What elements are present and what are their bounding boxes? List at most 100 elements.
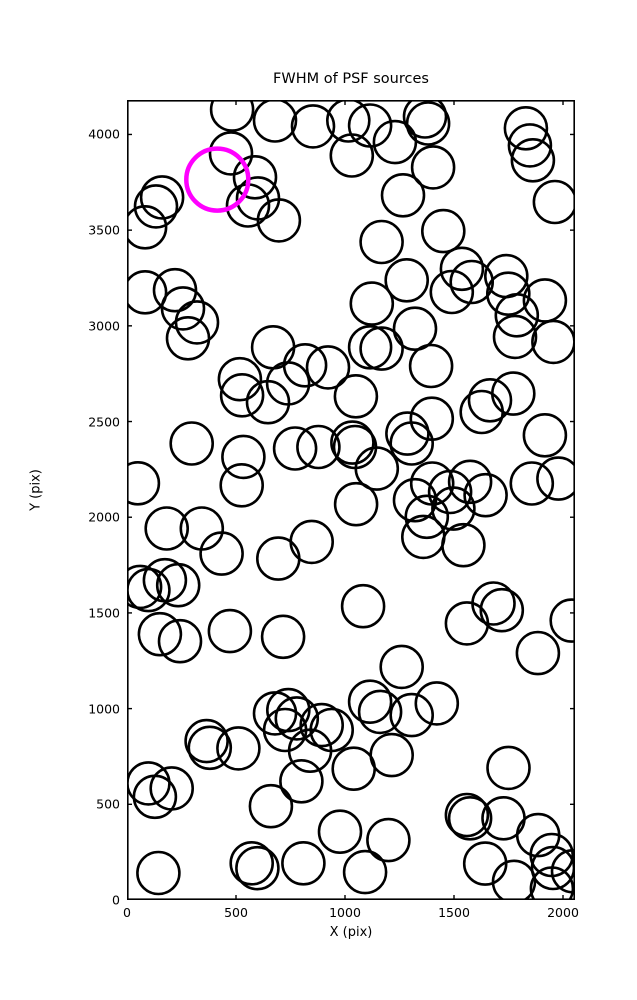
- chart-title: FWHM of PSF sources: [273, 71, 429, 87]
- psf-sources-marker: [347, 325, 393, 370]
- psf-sources-marker: [331, 746, 376, 792]
- y-tick-label: 1000: [88, 701, 120, 717]
- psf-sources-marker: [427, 469, 473, 515]
- psf-sources-marker: [392, 477, 438, 523]
- psf-sources-marker: [127, 270, 168, 315]
- psf-sources-marker: [389, 692, 435, 738]
- psf-sources-marker: [266, 687, 311, 733]
- psf-sources-marker: [359, 219, 404, 265]
- y-tick-label: 3000: [88, 318, 120, 334]
- psf-sources-marker: [447, 795, 493, 841]
- psf-sources-marker: [349, 281, 395, 326]
- psf-sources-marker: [281, 840, 326, 886]
- psf-sources-marker: [492, 314, 538, 360]
- psf-sources-marker: [208, 131, 254, 176]
- psf-sources-marker: [380, 173, 426, 218]
- psf-sources-marker: [219, 462, 264, 508]
- psf-sources-marker: [160, 286, 206, 331]
- psf-sources-marker: [402, 100, 448, 139]
- psf-sources-marker: [217, 356, 263, 402]
- psf-sources-marker: [522, 412, 568, 458]
- psf-sources-marker: [441, 522, 486, 568]
- psf-sources-marker: [144, 506, 190, 551]
- psf-sources-marker: [287, 728, 333, 774]
- psf-sources-marker: [359, 326, 404, 371]
- psf-sources-marker: [127, 461, 161, 506]
- psf-sources-marker: [410, 145, 456, 190]
- psf-sources-marker: [149, 766, 195, 811]
- psf-sources-marker: [326, 100, 371, 143]
- psf-sources-marker: [507, 123, 553, 168]
- psf-sources-marker: [256, 536, 301, 581]
- psf-sources-marker: [290, 104, 336, 149]
- psf-sources-marker: [139, 175, 185, 220]
- psf-sources-marker: [549, 598, 575, 643]
- x-tick-label: 500: [224, 905, 248, 920]
- psf-sources-marker: [354, 446, 400, 491]
- psf-sources-marker: [467, 377, 513, 423]
- psf-sources-marker: [439, 246, 485, 292]
- psf-sources-marker: [444, 792, 490, 838]
- psf-sources-marker: [235, 845, 280, 891]
- psf-sources-marker: [384, 258, 430, 303]
- psf-sources-marker: [509, 461, 555, 506]
- psf-sources-marker: [479, 587, 525, 633]
- psf-sources-marker: [471, 581, 516, 626]
- psf-sources-marker: [132, 774, 178, 820]
- psf-sources-marker: [256, 198, 302, 243]
- psf-sources-marker: [209, 100, 255, 132]
- psf-sources-marker: [137, 611, 183, 657]
- psf-sources-marker: [485, 271, 531, 316]
- psf-sources-marker: [133, 184, 179, 229]
- plot-frame: [127, 100, 575, 900]
- psf-sources-marker: [366, 817, 411, 863]
- y-tick-label: 1500: [88, 605, 120, 621]
- psf-sources-marker: [274, 696, 320, 741]
- y-tick-label: 2500: [88, 414, 120, 430]
- psf-sources-marker: [169, 421, 214, 466]
- psf-sources-marker: [372, 119, 418, 165]
- psf-sources-marker: [342, 849, 388, 895]
- psf-sources-marker: [299, 702, 344, 748]
- psf-sources-marker: [503, 105, 549, 151]
- psf-sources-marker: [207, 608, 253, 654]
- psf-sources-marker: [459, 389, 505, 435]
- psf-sources-marker: [444, 601, 490, 646]
- psf-sources-marker: [305, 345, 351, 390]
- psf-sources-marker: [431, 486, 476, 531]
- psf-sources-marker: [221, 434, 266, 480]
- psf-sources-marker: [392, 306, 438, 351]
- psf-sources-marker: [279, 758, 324, 804]
- psf-sources-marker: [347, 679, 393, 725]
- psf-sources-marker: [340, 583, 386, 629]
- highlighted-source-marker: [184, 146, 251, 213]
- psf-sources-marker: [449, 259, 495, 305]
- x-tick-label: 0: [123, 905, 131, 920]
- psf-sources-marker: [491, 859, 537, 900]
- psf-sources-marker: [152, 267, 198, 313]
- psf-sources-marker: [510, 137, 556, 183]
- psf-sources-marker: [265, 361, 311, 406]
- x-tick-label: 1000: [329, 905, 361, 920]
- psf-sources-marker: [515, 630, 561, 676]
- psf-sources-marker: [165, 316, 211, 361]
- psf-sources-marker: [357, 689, 403, 735]
- psf-sources-marker: [232, 155, 278, 200]
- psf-sources-marker: [260, 614, 306, 660]
- x-axis-label: X (pix): [329, 925, 373, 940]
- plot-area: [127, 100, 575, 900]
- psf-sources-marker: [187, 725, 233, 771]
- psf-sources-marker: [483, 253, 529, 299]
- psf-sources-marker: [405, 101, 451, 146]
- psf-sources-marker: [486, 745, 531, 791]
- psf-sources-marker: [219, 372, 265, 418]
- y-tick-label: 500: [96, 796, 120, 812]
- psf-sources-marker: [408, 343, 454, 389]
- psf-sources-marker: [385, 411, 430, 456]
- y-tick-label: 0: [112, 892, 120, 908]
- psf-sources-marker: [155, 562, 201, 608]
- psf-sources-marker: [531, 319, 575, 365]
- x-tick-label: 1500: [438, 905, 470, 920]
- psf-sources-marker: [184, 718, 229, 764]
